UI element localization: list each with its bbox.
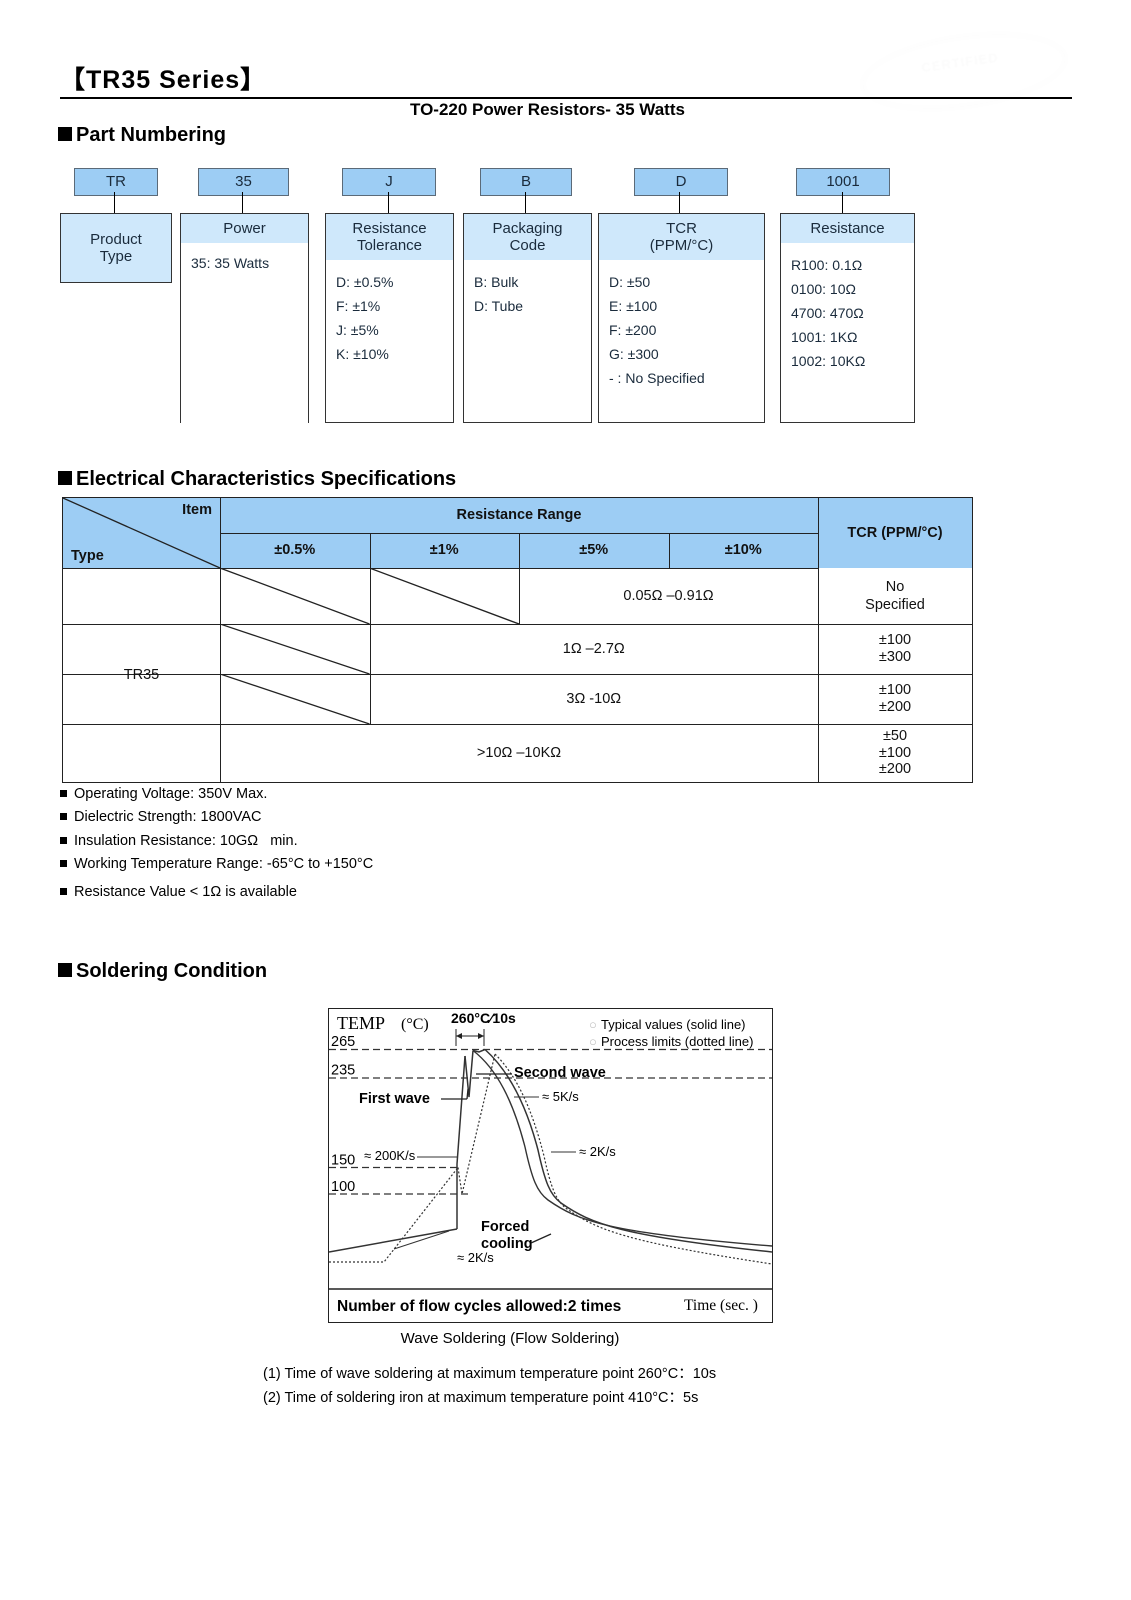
svg-text:(°C): (°C): [401, 1016, 429, 1033]
svg-text:100: 100: [331, 1179, 355, 1195]
svg-text:Second wave: Second wave: [514, 1065, 606, 1081]
svg-text:≈ 2K/s: ≈ 2K/s: [579, 1144, 616, 1159]
svg-text:260°C⁄10s: 260°C⁄10s: [451, 1010, 516, 1026]
svg-text:235: 235: [331, 1063, 355, 1079]
svg-text:Forced: Forced: [481, 1219, 529, 1235]
svg-text:First wave: First wave: [359, 1091, 430, 1107]
svg-text:≈ 5K/s: ≈ 5K/s: [542, 1089, 579, 1104]
svg-text:265: 265: [331, 1034, 355, 1050]
svg-text:cooling: cooling: [481, 1236, 533, 1252]
svg-text:Typical values (solid line): Typical values (solid line): [601, 1017, 746, 1032]
svg-text:○: ○: [589, 1034, 597, 1049]
svg-text:≈ 200K/s: ≈ 200K/s: [364, 1148, 416, 1163]
svg-text:150: 150: [331, 1153, 355, 1169]
svg-text:≈ 2K/s: ≈ 2K/s: [457, 1250, 494, 1265]
svg-text:Time (sec. ): Time (sec. ): [684, 1297, 758, 1314]
svg-text:TEMP: TEMP: [337, 1013, 385, 1033]
svg-text:Process limits (dotted line): Process limits (dotted line): [601, 1034, 753, 1049]
svg-text:○: ○: [589, 1017, 597, 1032]
svg-text:Number of flow cycles allowed:: Number of flow cycles allowed:2 times: [337, 1298, 621, 1315]
